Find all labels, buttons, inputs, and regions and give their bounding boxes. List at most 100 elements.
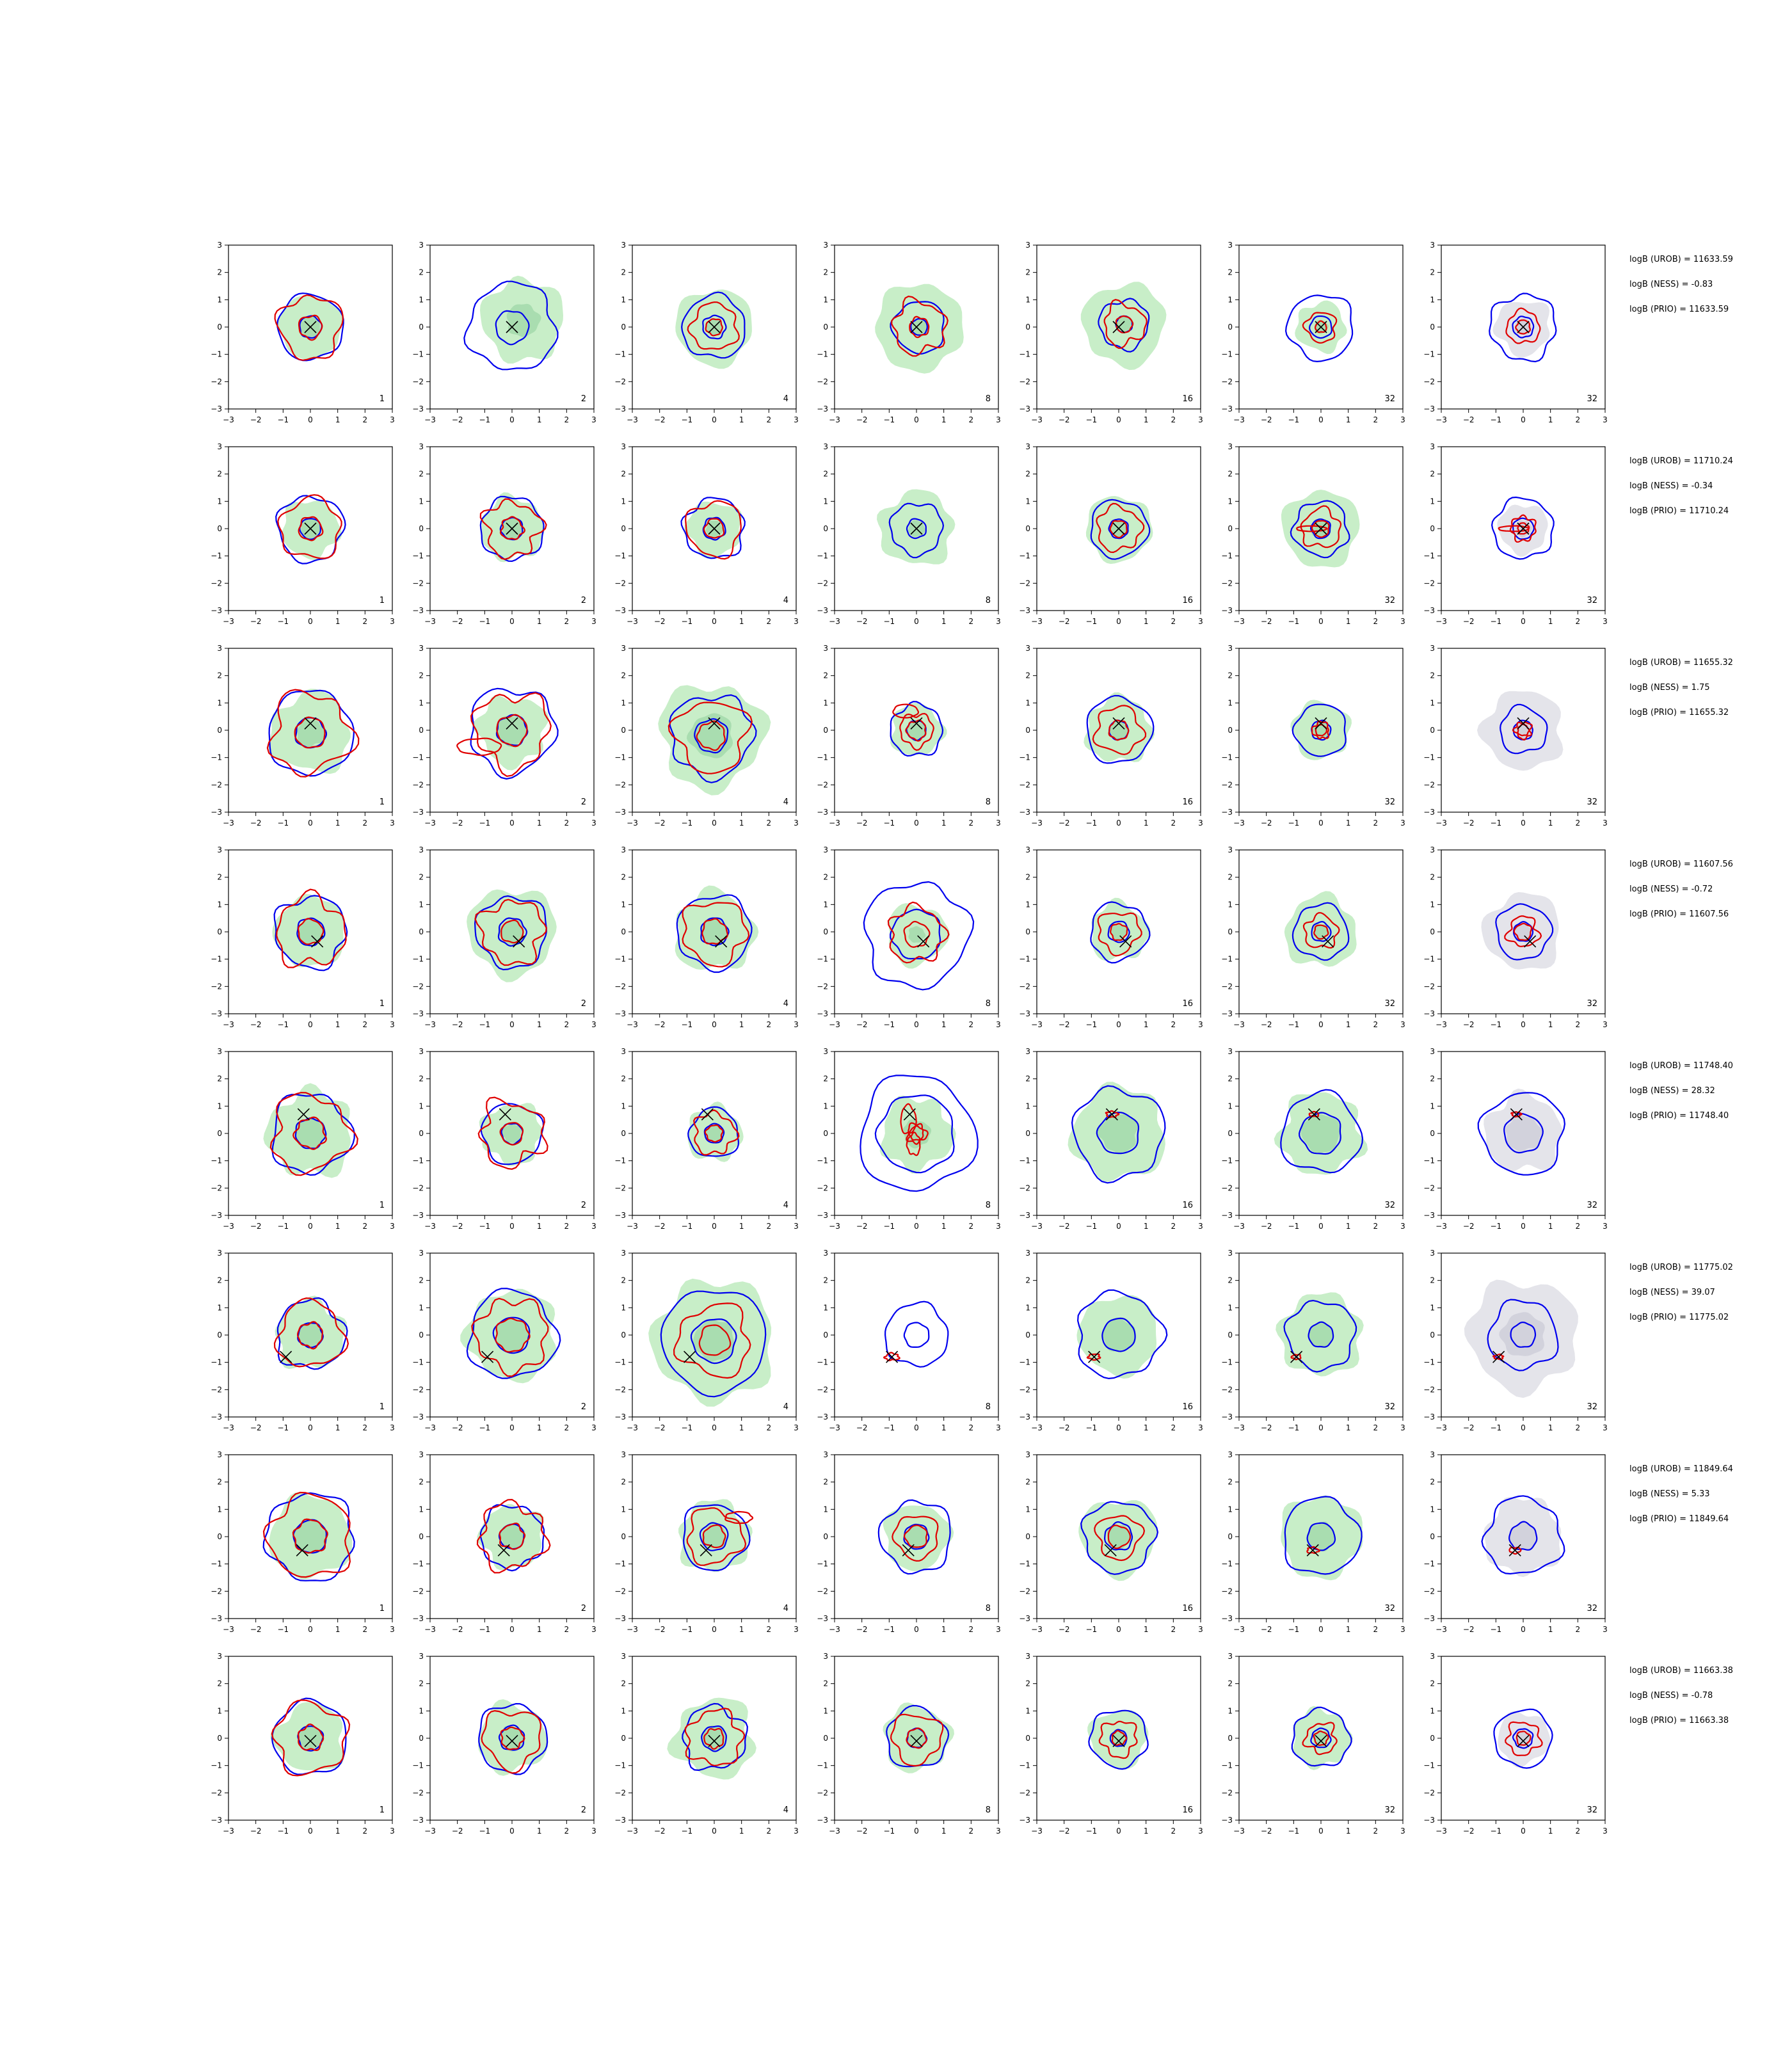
y-tick-label: −2 — [614, 377, 626, 386]
panel-label: 8 — [986, 999, 991, 1009]
panel-label: 32 — [1384, 1805, 1395, 1815]
panel-content — [479, 492, 547, 563]
y-tick-label: −2 — [1221, 982, 1233, 991]
blue-contour — [703, 1123, 725, 1144]
y-tick-label: −2 — [412, 1788, 424, 1797]
x-tick-label: 0 — [1116, 415, 1121, 424]
x-tick-label: 2 — [1171, 1222, 1176, 1231]
x-tick-label: 1 — [537, 1222, 542, 1231]
y-tick-label: 3 — [1025, 1450, 1030, 1459]
x-tick-label: −3 — [829, 1625, 840, 1634]
truth-marker — [886, 1350, 899, 1363]
x-tick-label: 0 — [712, 1423, 717, 1432]
y-tick-label: 3 — [1430, 442, 1435, 451]
panel-content — [478, 1699, 548, 1776]
red-contour-tail — [456, 737, 502, 756]
x-tick-label: −1 — [1085, 415, 1097, 424]
x-tick-label: 3 — [1198, 1222, 1203, 1231]
x-tick-label: −3 — [1233, 1625, 1245, 1634]
y-tick-label: −3 — [1221, 404, 1233, 413]
panel-r1-c1: −3−3 −2 −2 −1 −1 0 0 1 1 2 2 3 3 1 — [211, 241, 395, 424]
y-tick-label: 0 — [1228, 927, 1233, 936]
blue-contour — [888, 502, 945, 559]
panel-r8-c2: −3−3 −2 −2 −1 −1 0 0 1 1 2 2 3 3 2 — [412, 1652, 596, 1836]
x-tick-label: −3 — [627, 1625, 638, 1634]
x-tick-label: −3 — [424, 1020, 436, 1029]
y-tick-label: −2 — [1221, 780, 1233, 789]
x-tick-label: −2 — [452, 1827, 463, 1836]
x-tick-label: −3 — [1233, 1827, 1245, 1836]
y-tick-label: 1 — [1430, 1101, 1435, 1110]
truth-marker — [903, 1108, 916, 1121]
y-tick-label: 1 — [1228, 497, 1233, 506]
y-tick-label: 0 — [217, 1129, 222, 1138]
x-tick-label: 1 — [941, 1625, 947, 1634]
x-tick-label: 0 — [308, 819, 313, 828]
truth-marker — [1112, 522, 1125, 535]
truth-marker — [1508, 1544, 1521, 1556]
truth-marker — [1112, 321, 1125, 333]
x-tick-label: 1 — [739, 1423, 744, 1432]
x-tick-label: 3 — [390, 415, 395, 424]
y-tick-label: −1 — [1221, 552, 1233, 561]
y-tick-label: 3 — [1228, 644, 1233, 653]
x-tick-label: 1 — [1346, 1423, 1351, 1432]
blue-contour — [1308, 315, 1332, 339]
y-tick-label: 2 — [1228, 671, 1233, 680]
y-tick-label: 1 — [1228, 1706, 1233, 1715]
panel-content — [678, 1499, 754, 1572]
y-tick-label: 2 — [1025, 671, 1030, 680]
panel-r2-c2: −3−3 −2 −2 −1 −1 0 0 1 1 2 2 3 3 2 — [412, 442, 596, 626]
y-tick-label: 1 — [1025, 1706, 1030, 1715]
x-tick-label: 3 — [591, 1423, 596, 1432]
panel-label: 32 — [1587, 999, 1597, 1009]
truth-marker — [1290, 1350, 1303, 1363]
y-tick-label: 3 — [1228, 845, 1233, 854]
y-tick-label: 1 — [1025, 497, 1030, 506]
x-tick-label: 3 — [1603, 1020, 1608, 1029]
blue-contour — [1310, 1727, 1332, 1748]
x-tick-label: 3 — [1400, 1423, 1405, 1432]
y-tick-label: 0 — [823, 524, 828, 533]
x-tick-label: −3 — [829, 1222, 840, 1231]
x-tick-label: −1 — [277, 415, 289, 424]
panel-label: 16 — [1182, 1201, 1193, 1210]
panel-content — [680, 497, 746, 560]
logb-text-r4-3: logB (PRIO) = 11607.56 — [1629, 909, 1729, 919]
y-tick-label: −2 — [1019, 1183, 1030, 1192]
y-tick-label: −2 — [1019, 780, 1030, 789]
density-fill-inner — [1300, 1114, 1340, 1153]
x-tick-label: −1 — [1490, 415, 1501, 424]
y-tick-label: 1 — [1430, 698, 1435, 707]
y-tick-label: 1 — [1430, 1303, 1435, 1312]
x-tick-label: −2 — [654, 415, 666, 424]
x-tick-label: 3 — [1198, 415, 1203, 424]
truth-marker — [910, 321, 923, 333]
x-tick-label: −2 — [856, 819, 868, 828]
y-tick-label: 3 — [1430, 1249, 1435, 1258]
x-tick-label: 0 — [509, 1423, 515, 1432]
y-tick-label: 2 — [217, 470, 222, 479]
panel-r8-c1: −3−3 −2 −2 −1 −1 0 0 1 1 2 2 3 3 1 — [211, 1652, 395, 1836]
y-tick-label: 3 — [217, 1652, 222, 1661]
blue-contour — [271, 1093, 355, 1176]
y-tick-label: −1 — [211, 955, 222, 964]
y-tick-label: 3 — [823, 241, 828, 250]
y-tick-label: −2 — [817, 780, 828, 789]
y-tick-label: 1 — [217, 1101, 222, 1110]
y-tick-label: 0 — [823, 1734, 828, 1743]
x-tick-label: −2 — [1261, 1020, 1272, 1029]
panel-content — [1274, 1089, 1368, 1175]
y-tick-label: 1 — [419, 1706, 424, 1715]
x-tick-label: 3 — [996, 1423, 1001, 1432]
x-tick-label: −1 — [681, 1423, 692, 1432]
y-tick-label: −1 — [412, 350, 424, 359]
x-tick-label: −2 — [1261, 1827, 1272, 1836]
x-tick-label: 1 — [1548, 1827, 1553, 1836]
y-tick-label: −3 — [1221, 808, 1233, 817]
y-tick-label: −2 — [1423, 579, 1435, 588]
red-contour — [909, 316, 930, 339]
y-tick-label: −3 — [614, 1009, 626, 1018]
x-tick-label: 3 — [996, 819, 1001, 828]
y-tick-label: −1 — [817, 1156, 828, 1165]
